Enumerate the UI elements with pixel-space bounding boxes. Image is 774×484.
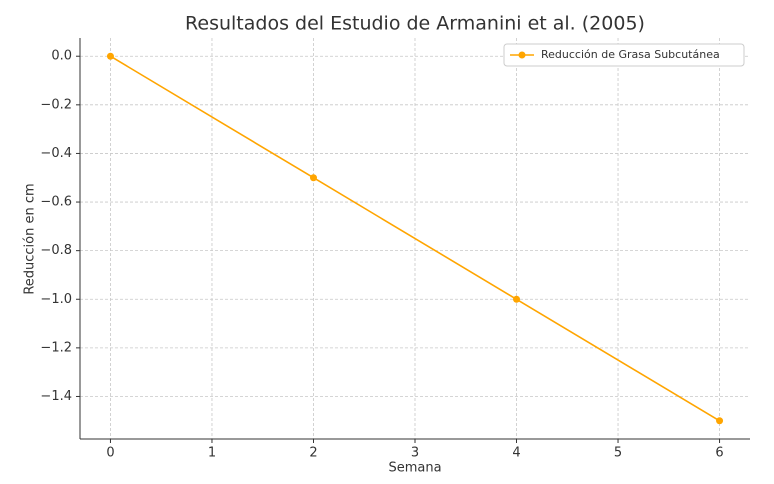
y-axis-label: Reducción en cm [23,183,38,294]
y-tick-label: −0.8 [40,243,72,258]
y-tick-label: −1.4 [40,389,72,404]
point [513,295,521,303]
y-tick-label: −1.0 [40,292,72,307]
y-tick-label: −1.2 [40,340,72,355]
legend: Reducción de Grasa Subcutánea [503,43,745,67]
series-line [110,55,720,422]
y-tick-label: −0.4 [40,146,72,161]
x-tick-label: 5 [614,446,622,461]
point [106,52,114,60]
legend-label: Reducción de Grasa Subcutánea [541,48,720,61]
chart-title: Resultados del Estudio de Armanini et al… [185,13,645,35]
y-tick-label: 0.0 [51,49,72,64]
x-tick-label: 6 [715,446,723,461]
point [309,174,317,182]
x-tick-label: 3 [411,446,419,461]
x-tick-label: 4 [512,446,520,461]
y-tick-label: −0.2 [40,97,72,112]
x-tick-label: 2 [309,446,317,461]
y-tick-label: −0.6 [40,195,72,210]
legend-marker [518,51,526,59]
x-tick-label: 1 [208,446,216,461]
point [716,417,724,425]
legend-box [503,43,745,67]
x-axis-label: Semana [388,461,441,476]
x-tick-label: 0 [106,446,114,461]
